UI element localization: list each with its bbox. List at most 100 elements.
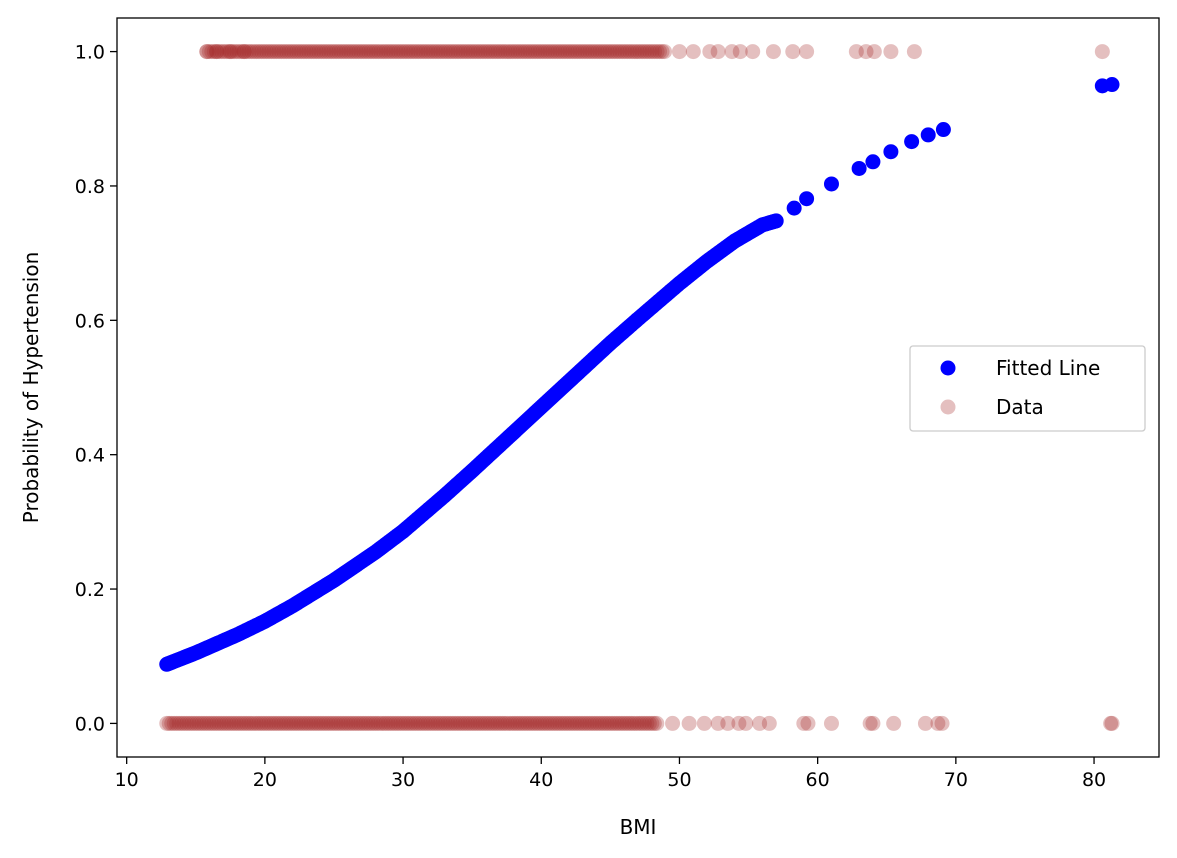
fitted-point	[1104, 77, 1120, 93]
legend-marker-fitted-line	[940, 360, 956, 376]
legend-box	[909, 345, 1146, 432]
data-point	[492, 44, 508, 60]
data-point	[405, 715, 421, 731]
data-point	[445, 715, 461, 731]
data-point	[395, 715, 411, 731]
data-point	[254, 44, 270, 60]
data-point	[731, 715, 747, 731]
data-point	[390, 715, 406, 731]
data-point	[710, 44, 726, 60]
data-point	[211, 44, 227, 60]
data-point	[639, 44, 655, 60]
data-point	[256, 44, 272, 60]
data-point	[447, 715, 463, 731]
data-point	[589, 44, 605, 60]
data-point	[293, 715, 309, 731]
data-point	[335, 715, 351, 731]
data-point	[251, 715, 267, 731]
x-tick-label: 40	[529, 769, 553, 791]
data-point	[341, 44, 357, 60]
data-point	[917, 715, 933, 731]
data-point	[702, 44, 718, 60]
data-point	[365, 44, 381, 60]
data-point	[500, 715, 516, 731]
data-point	[614, 44, 630, 60]
data-point	[520, 44, 536, 60]
data-point	[385, 715, 401, 731]
data-point	[465, 715, 481, 731]
data-point	[562, 44, 578, 60]
data-point	[291, 715, 307, 731]
data-point	[545, 44, 561, 60]
data-point	[495, 715, 511, 731]
data-point	[559, 715, 575, 731]
data-point	[241, 715, 257, 731]
data-point	[171, 715, 187, 731]
data-point	[646, 715, 662, 731]
data-point	[179, 715, 195, 731]
data-point	[159, 715, 175, 731]
data-point	[398, 44, 414, 60]
fitted-point	[823, 176, 839, 192]
data-point	[271, 715, 287, 731]
data-point	[524, 715, 540, 731]
data-point	[273, 715, 289, 731]
fitted-point	[904, 134, 920, 150]
data-point	[453, 44, 469, 60]
data-point	[577, 44, 593, 60]
y-axis: 0.0 0.2 0.4 0.6 0.8 1.0	[75, 42, 117, 735]
data-point	[631, 715, 647, 731]
data-point	[800, 715, 816, 731]
data-point	[268, 715, 284, 731]
data-point	[509, 715, 525, 731]
data-point	[569, 44, 585, 60]
data-point	[652, 44, 668, 60]
data-point	[647, 44, 663, 60]
data-point	[356, 44, 372, 60]
data-point	[333, 44, 349, 60]
y-tick-label: 0.8	[75, 176, 105, 198]
data-point	[224, 44, 240, 60]
data-point	[609, 715, 625, 731]
data-point	[537, 715, 553, 731]
data-point	[823, 715, 839, 731]
data-point	[458, 44, 474, 60]
data-point	[1104, 715, 1120, 731]
data-point	[408, 715, 424, 731]
data-point	[415, 44, 431, 60]
data-point	[587, 715, 603, 731]
data-point	[579, 44, 595, 60]
data-point	[398, 715, 414, 731]
data-point	[298, 715, 314, 731]
data-point	[463, 44, 479, 60]
data-point	[594, 44, 610, 60]
data-point	[311, 44, 327, 60]
data-point	[383, 715, 399, 731]
data-point	[624, 44, 640, 60]
data-point	[475, 44, 491, 60]
data-point	[346, 44, 362, 60]
data-point	[333, 715, 349, 731]
data-point	[236, 44, 252, 60]
data-point	[455, 715, 471, 731]
data-point	[196, 715, 212, 731]
data-point	[223, 715, 239, 731]
data-point	[239, 44, 255, 60]
data-point	[226, 44, 242, 60]
data-point	[231, 715, 247, 731]
data-point	[218, 715, 234, 731]
data-point	[614, 715, 630, 731]
data-point	[320, 715, 336, 731]
data-point	[425, 44, 441, 60]
data-point	[865, 715, 881, 731]
data-point	[340, 715, 356, 731]
data-point	[542, 715, 558, 731]
data-point	[589, 715, 605, 731]
data-point	[221, 44, 237, 60]
data-point	[557, 44, 573, 60]
data-point	[470, 715, 486, 731]
data-point	[654, 44, 670, 60]
data-point	[627, 44, 643, 60]
data-point	[281, 715, 297, 731]
data-point	[448, 44, 464, 60]
